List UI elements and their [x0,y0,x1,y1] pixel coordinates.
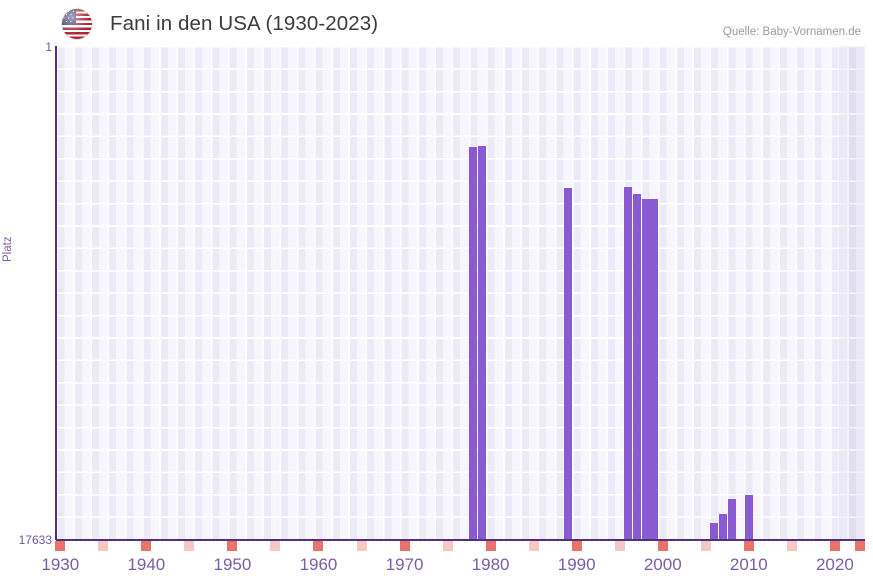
x-tick-1930 [55,541,66,551]
chart-header: Fani in den USA (1930-2023) Quelle: Baby… [0,0,873,44]
x-axis-label-1930: 1930 [41,555,80,574]
x-axis-line [56,539,865,541]
x-tick-1985 [528,541,539,551]
y-axis-bottom-label: 17633 [18,533,52,547]
x-axis-label-2020: 2020 [815,555,854,574]
x-tick-1940 [141,541,152,551]
us-flag-icon [62,9,92,39]
plot-area [56,46,865,540]
shaded-projection-region [839,46,865,540]
bar-1989 [564,187,573,540]
x-axis-label-1990: 1990 [557,555,596,574]
x-axis-label-1950: 1950 [213,555,252,574]
x-tick-1995 [614,541,625,551]
x-tick-1980 [485,541,496,551]
x-axis-label-1960: 1960 [299,555,338,574]
x-axis-label-1970: 1970 [385,555,424,574]
x-axis-label-1940: 1940 [127,555,166,574]
y-axis-title: Platz [2,236,14,262]
bar-2006 [710,522,719,540]
bar-1979 [478,146,487,540]
x-tick-2005 [700,541,711,551]
bar-2008 [727,499,736,540]
x-tick-1945 [184,541,195,551]
y-axis-line [55,46,57,540]
y-axis-top-label: 1 [45,40,52,54]
grid-lines [56,46,865,540]
x-axis-label-1980: 1980 [471,555,510,574]
bar-2010 [744,495,753,540]
x-tick-1960 [313,541,324,551]
bar-2007 [718,513,727,540]
x-axis-label-2010: 2010 [729,555,768,574]
x-tick-1990 [571,541,582,551]
x-tick-1955 [270,541,281,551]
x-tick-2023 [855,541,865,551]
bar-1997 [632,194,641,540]
x-tick-2010 [743,541,754,551]
x-tick-2000 [657,541,668,551]
x-tick-2015 [786,541,797,551]
flag-gloss [62,9,92,39]
x-tick-1965 [356,541,367,551]
x-tick-2020 [829,541,840,551]
page-title: Fani in den USA (1930-2023) [110,12,379,35]
bar-1978 [469,146,478,540]
bar-1996 [624,187,633,540]
x-axis-label-2000: 2000 [643,555,682,574]
x-tick-1975 [442,541,453,551]
x-tick-1970 [399,541,410,551]
x-tick-1935 [98,541,109,551]
bar-1999 [650,199,659,540]
bar-1998 [641,199,650,540]
x-tick-1950 [227,541,238,551]
source-credit: Quelle: Baby-Vornamen.de [722,26,861,38]
